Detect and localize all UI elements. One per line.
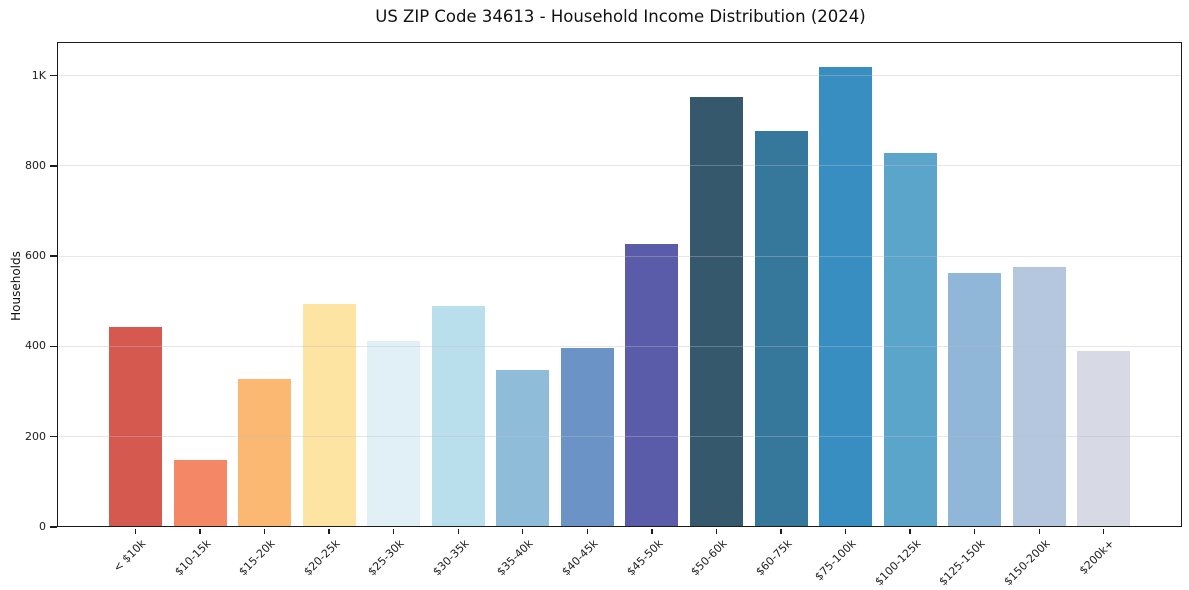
x-tick-label-text: $100-125k bbox=[872, 537, 924, 589]
x-tick-label-text: $125-150k bbox=[936, 537, 988, 589]
y-tick-label: 1K bbox=[31, 68, 46, 82]
x-tick-label: $125-150k bbox=[849, 537, 988, 588]
gridline bbox=[59, 165, 1182, 167]
y-tick-label: 0 bbox=[39, 520, 46, 533]
chart-title: US ZIP Code 34613 - Household Income Dis… bbox=[375, 7, 866, 26]
x-tick-label: $200k+ bbox=[978, 537, 1117, 577]
gridline bbox=[59, 436, 1182, 438]
x-tick-label-text: $60-75k bbox=[752, 537, 795, 579]
bar bbox=[238, 378, 292, 527]
bar bbox=[560, 347, 614, 527]
x-tick-label-text: $35-40k bbox=[494, 537, 536, 579]
x-tick-mark bbox=[651, 529, 653, 534]
x-tick-label: $25-30k bbox=[268, 537, 407, 578]
bar bbox=[689, 96, 743, 527]
x-tick-label: $20-25k bbox=[203, 537, 342, 578]
y-tick-mark bbox=[50, 255, 58, 257]
x-tick-label-text: $200k+ bbox=[1076, 537, 1117, 578]
y-tick-mark bbox=[50, 436, 58, 438]
y-tick-label: 800 bbox=[25, 158, 46, 172]
x-tick-label-text: < $10k bbox=[111, 537, 149, 575]
x-tick-label-text: $15-20k bbox=[236, 537, 278, 579]
bar bbox=[496, 369, 550, 527]
x-tick-label: $35-40k bbox=[397, 537, 536, 578]
x-tick-label: $10-15k bbox=[74, 537, 213, 578]
x-tick-label: $60-75k bbox=[655, 537, 794, 578]
bar bbox=[431, 305, 485, 527]
x-tick-mark bbox=[263, 529, 266, 534]
x-tick-label-text: $30-35k bbox=[430, 537, 472, 579]
x-tick-label-text: $50-60k bbox=[688, 537, 730, 579]
x-tick-label-text: $25-30k bbox=[365, 537, 407, 579]
x-tick-label-text: $20-25k bbox=[301, 537, 343, 579]
bar bbox=[302, 304, 356, 527]
bar bbox=[819, 67, 873, 527]
x-tick-label: $50-60k bbox=[590, 537, 729, 578]
x-tick-mark bbox=[393, 529, 395, 534]
x-tick-label: $45-50k bbox=[526, 537, 665, 578]
bar bbox=[109, 327, 162, 527]
x-tick-mark bbox=[844, 529, 847, 534]
x-tick-label-text: $75-100k bbox=[812, 537, 859, 584]
gridline bbox=[59, 255, 1182, 257]
bar bbox=[625, 243, 679, 527]
y-tick-label: 600 bbox=[25, 249, 46, 263]
y-tick-mark bbox=[50, 345, 58, 348]
x-tick-label: < $10k bbox=[10, 537, 149, 575]
y-tick-mark bbox=[50, 165, 58, 167]
x-tick-mark bbox=[134, 529, 137, 534]
x-tick-mark bbox=[586, 529, 589, 534]
x-tick-label-text: $45-50k bbox=[623, 537, 666, 579]
bar bbox=[367, 341, 421, 527]
x-tick-mark bbox=[973, 529, 976, 534]
x-tick-mark bbox=[199, 529, 201, 534]
bar bbox=[1012, 266, 1066, 527]
bar bbox=[883, 152, 937, 527]
y-tick-mark bbox=[50, 74, 58, 77]
y-tick-mark bbox=[50, 526, 58, 528]
x-tick-mark bbox=[909, 529, 911, 534]
y-tick-label: 200 bbox=[25, 429, 46, 443]
x-tick-label: $150-200k bbox=[913, 537, 1052, 588]
gridline bbox=[59, 75, 1182, 77]
gridline bbox=[59, 345, 1182, 347]
x-tick-label: $75-100k bbox=[720, 537, 859, 583]
y-tick-label: 400 bbox=[25, 339, 46, 353]
x-tick-mark bbox=[715, 529, 718, 534]
x-tick-mark bbox=[1103, 529, 1105, 534]
x-tick-mark bbox=[328, 529, 330, 534]
x-tick-label-text: $40-45k bbox=[559, 537, 601, 579]
x-tick-mark bbox=[1038, 529, 1040, 534]
x-tick-label: $40-45k bbox=[461, 537, 600, 578]
bar bbox=[173, 460, 227, 527]
x-tick-label: $15-20k bbox=[139, 537, 278, 578]
x-tick-label: $30-35k bbox=[332, 537, 471, 578]
bar bbox=[754, 131, 808, 527]
x-tick-mark bbox=[522, 529, 524, 534]
x-tick-label-text: $10-15k bbox=[171, 537, 214, 579]
x-tick-label-text: $150-200k bbox=[1001, 537, 1053, 589]
x-tick-label: $100-125k bbox=[784, 537, 923, 588]
x-tick-mark bbox=[457, 529, 459, 534]
bar bbox=[1077, 350, 1131, 527]
x-tick-mark bbox=[780, 529, 782, 534]
bar bbox=[948, 272, 1002, 527]
